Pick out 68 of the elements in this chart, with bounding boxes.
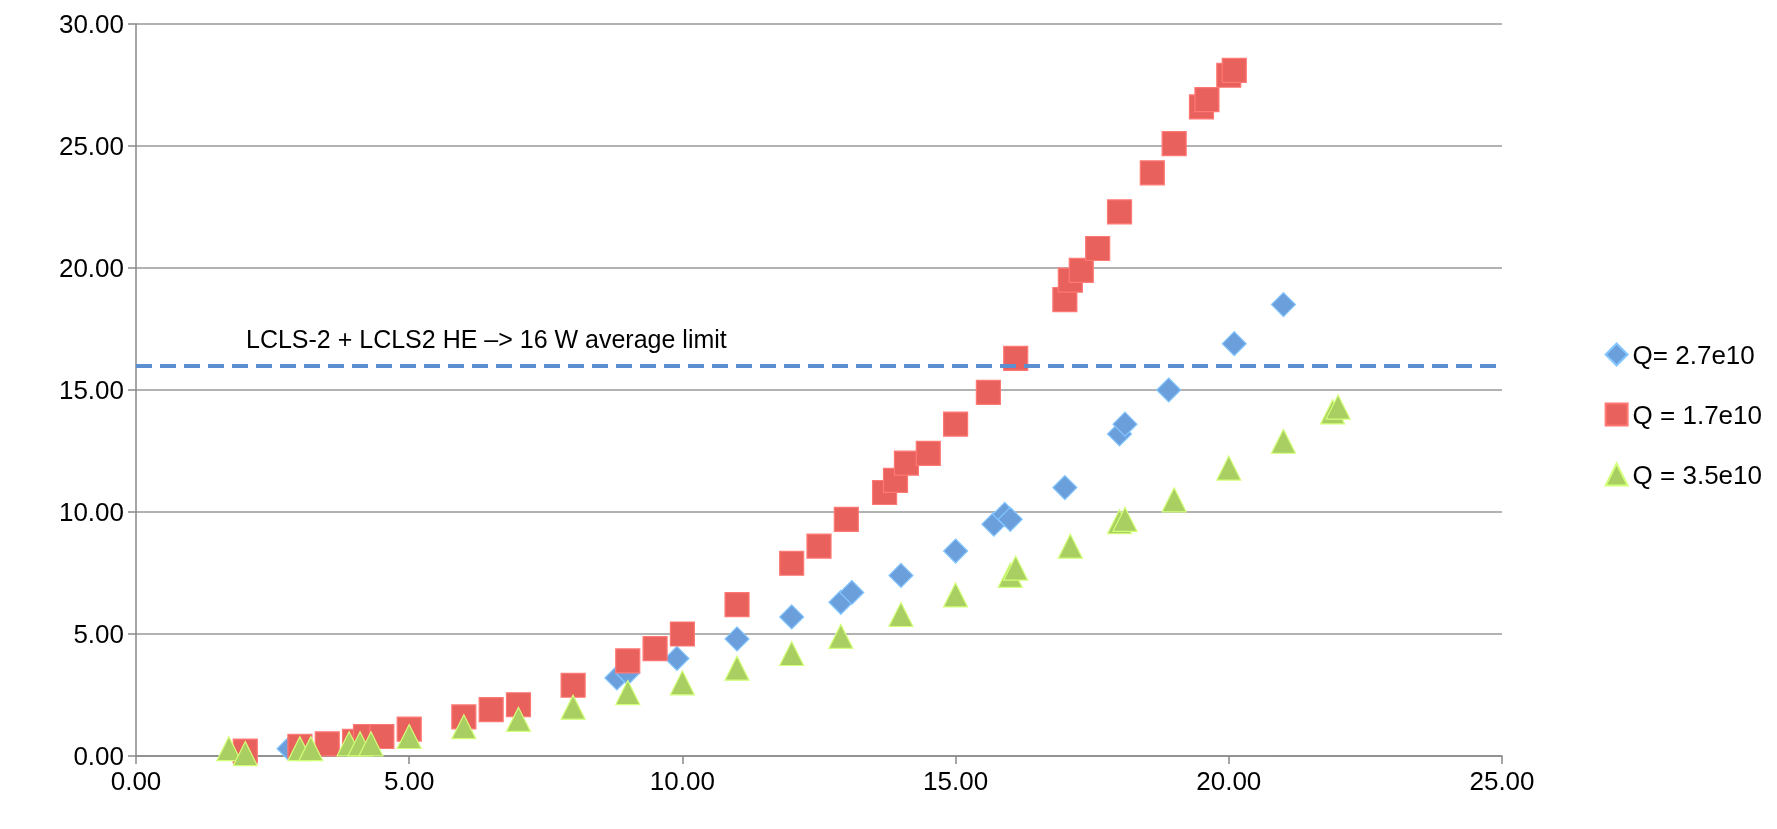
point <box>943 538 969 564</box>
point <box>888 562 914 589</box>
point <box>828 623 854 650</box>
point <box>1112 506 1138 532</box>
point <box>298 736 324 762</box>
point <box>1052 475 1078 501</box>
point <box>893 450 920 476</box>
legend-label: Q = 1.7e10 <box>1632 399 1763 430</box>
y-tick-label: 15.00 <box>58 375 124 405</box>
point <box>1221 331 1247 357</box>
point <box>1194 87 1220 113</box>
y-tick-label: 25.00 <box>58 131 124 161</box>
point <box>724 592 750 618</box>
legend-label: Q= 2.7e10 <box>1632 339 1755 370</box>
point <box>975 379 1001 406</box>
point <box>1139 160 1165 186</box>
x-tick-label: 25.00 <box>1469 766 1535 796</box>
point <box>779 550 805 576</box>
point <box>915 440 941 467</box>
point <box>1057 533 1083 559</box>
point <box>560 672 586 698</box>
point <box>1270 292 1297 318</box>
y-tick-label: 5.00 <box>73 619 124 649</box>
point <box>642 636 668 662</box>
point <box>888 601 914 628</box>
point <box>478 697 504 723</box>
point <box>664 645 690 671</box>
point <box>1161 130 1187 157</box>
point <box>806 533 832 559</box>
point <box>724 655 750 681</box>
y-tick-label: 10.00 <box>58 497 124 527</box>
point <box>943 582 969 608</box>
point <box>615 679 641 706</box>
ref-line-label: LCLS-2 + LCLS2 HE –> 16 W average limit <box>246 325 727 354</box>
point <box>779 640 805 667</box>
point <box>943 411 969 437</box>
point <box>314 731 340 757</box>
point <box>358 731 384 757</box>
point <box>396 723 422 750</box>
point <box>833 506 859 532</box>
point <box>1112 411 1138 437</box>
point <box>1325 394 1351 420</box>
legend-label: Q = 3.5e10 <box>1632 459 1763 490</box>
point <box>505 706 532 732</box>
point <box>669 670 695 696</box>
point <box>1161 487 1187 513</box>
y-tick-label: 20.00 <box>58 253 124 283</box>
point <box>997 506 1023 532</box>
point <box>1156 377 1182 403</box>
x-tick-label: 15.00 <box>923 766 989 796</box>
x-tick-label: 10.00 <box>649 766 715 796</box>
point <box>1216 455 1242 481</box>
y-tick-label: 30.00 <box>58 9 124 39</box>
x-tick-label: 20.00 <box>1196 766 1262 796</box>
point <box>451 714 477 740</box>
point <box>1068 257 1094 284</box>
point <box>779 604 805 630</box>
point <box>1085 235 1111 262</box>
point <box>1003 555 1029 581</box>
point <box>839 579 865 606</box>
point <box>1106 199 1133 225</box>
point <box>560 694 586 720</box>
point <box>724 626 750 652</box>
point <box>1221 57 1247 83</box>
x-tick-label: 5.00 <box>383 766 435 796</box>
point <box>669 621 695 647</box>
point <box>615 648 641 674</box>
point <box>1270 428 1297 454</box>
